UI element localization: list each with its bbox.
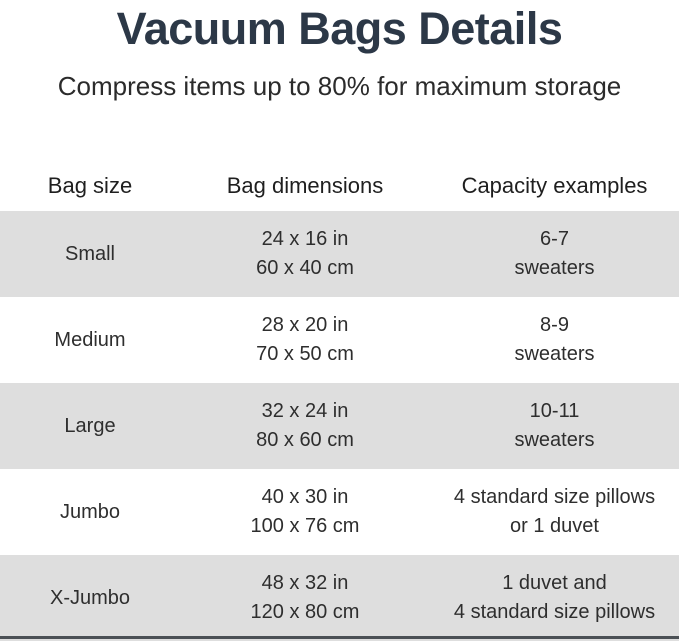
capacity-cell: 4 standard size pillows or 1 duvet: [430, 483, 679, 541]
capacity-line2: 4 standard size pillows: [453, 601, 656, 623]
size-table: Bag size Bag dimensions Capacity example…: [0, 169, 679, 641]
table-row-large: Large 32 x 24 in 80 x 60 cm 10-11 sweate…: [0, 383, 679, 469]
capacity-line2: sweaters: [514, 257, 595, 279]
table-header-row: Bag size Bag dimensions Capacity example…: [0, 169, 679, 199]
bag-size-cell: Jumbo: [59, 500, 121, 523]
bag-dimensions-cell: 32 x 24 in 80 x 60 cm: [180, 397, 430, 455]
dimensions-inches: 32 x 24 in: [261, 400, 349, 422]
dimensions-cm: 80 x 60 cm: [256, 429, 354, 451]
bag-size-cell: Small: [64, 242, 115, 265]
dimensions-cm: 70 x 50 cm: [256, 343, 354, 365]
table-row-small: Small 24 x 16 in 60 x 40 cm 6-7 sweaters: [0, 211, 679, 297]
dimensions-cm: 120 x 80 cm: [250, 601, 360, 623]
bag-size-cell: Medium: [54, 328, 126, 351]
column-header-bag-size: Bag size: [47, 173, 133, 198]
capacity-cell: 8-9 sweaters: [430, 311, 679, 369]
capacity-line1: 10-11: [529, 400, 580, 422]
bag-size-cell: Large: [64, 414, 116, 437]
bag-dimensions-cell: 24 x 16 in 60 x 40 cm: [180, 225, 430, 283]
capacity-line2: or 1 duvet: [510, 515, 599, 537]
capacity-line1: 6-7: [540, 228, 569, 250]
bag-dimensions-cell: 48 x 32 in 120 x 80 cm: [180, 569, 430, 627]
capacity-cell: 10-11 sweaters: [430, 397, 679, 455]
table-body: Small 24 x 16 in 60 x 40 cm 6-7 sweaters…: [0, 211, 679, 641]
capacity-line1: 4 standard size pillows: [453, 486, 656, 508]
capacity-line2: sweaters: [514, 343, 595, 365]
table-row-jumbo: Jumbo 40 x 30 in 100 x 76 cm 4 standard …: [0, 469, 679, 555]
dimensions-inches: 40 x 30 in: [261, 486, 349, 508]
column-header-bag-dimensions: Bag dimensions: [226, 173, 384, 198]
capacity-line1: 1 duvet and: [502, 572, 607, 594]
dimensions-cm: 60 x 40 cm: [256, 257, 354, 279]
bag-dimensions-cell: 28 x 20 in 70 x 50 cm: [180, 311, 430, 369]
capacity-cell: 1 duvet and 4 standard size pillows: [430, 569, 679, 627]
table-row-x-jumbo: X-Jumbo 48 x 32 in 120 x 80 cm 1 duvet a…: [0, 555, 679, 641]
bag-dimensions-cell: 40 x 30 in 100 x 76 cm: [180, 483, 430, 541]
dimensions-inches: 24 x 16 in: [261, 228, 349, 250]
dimensions-cm: 100 x 76 cm: [250, 515, 360, 537]
page-title: Vacuum Bags Details: [116, 3, 563, 54]
dimensions-inches: 48 x 32 in: [261, 572, 349, 594]
capacity-line1: 8-9: [540, 314, 569, 336]
bottom-edge-bar: [0, 636, 679, 639]
dimensions-inches: 28 x 20 in: [261, 314, 349, 336]
bag-size-cell: X-Jumbo: [49, 586, 131, 609]
table-row-medium: Medium 28 x 20 in 70 x 50 cm 8-9 sweater…: [0, 297, 679, 383]
capacity-line2: sweaters: [514, 429, 595, 451]
page-subtitle: Compress items up to 80% for maximum sto…: [57, 71, 622, 101]
column-header-capacity-examples: Capacity examples: [461, 173, 648, 198]
capacity-cell: 6-7 sweaters: [430, 225, 679, 283]
